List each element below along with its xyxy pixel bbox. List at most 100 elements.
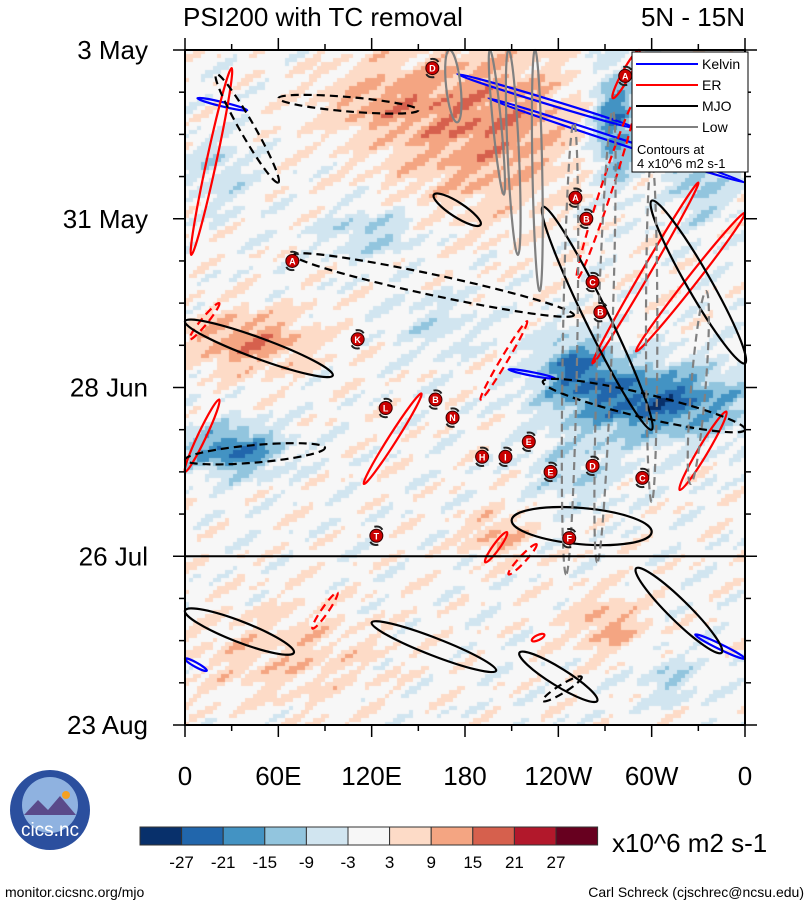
- mjo-contour: [518, 650, 599, 704]
- tc-marker: A: [285, 250, 300, 272]
- mjo-contour: [541, 675, 583, 703]
- mjo-contour: [277, 93, 420, 115]
- tc-marker: E: [521, 431, 536, 452]
- mjo-contour: [432, 192, 482, 228]
- colorbar-label: 21: [505, 853, 524, 872]
- cyclone-icon: [428, 389, 443, 410]
- cyclone-icon: [285, 250, 300, 272]
- tc-label: D: [589, 461, 596, 471]
- er-contour: [483, 530, 509, 564]
- tc-marker: D: [425, 57, 440, 79]
- tc-marker: B: [579, 208, 594, 229]
- cyclone-icon: [445, 407, 460, 428]
- colorbar-swatch: [513, 826, 557, 846]
- colorbar-swatch: [430, 826, 474, 846]
- cyclone-icon-center: [425, 61, 440, 76]
- logo-sun: [62, 791, 70, 799]
- tc-marker: H: [475, 446, 490, 467]
- colorbar: -27 -21 -15 -9 -3 3 9 15 21 27: [139, 826, 599, 872]
- er-contour: [189, 66, 234, 257]
- cyclone-icon-center: [579, 211, 594, 226]
- cyclone-icon-center: [285, 253, 300, 268]
- colorbar-swatch: [222, 826, 266, 846]
- mjo-contour: [292, 252, 576, 318]
- tc-marker: L: [378, 397, 393, 419]
- cyclone-icon: [369, 525, 384, 546]
- y-axis: 3 May 31 May 28 Jun 26 Jul 23 Aug: [63, 35, 757, 740]
- colorbar-swatch: [139, 826, 183, 846]
- cyclone-icon: [425, 57, 440, 79]
- chart-subtitle: 5N - 15N: [641, 2, 745, 32]
- colorbar-label: 9: [426, 853, 435, 872]
- legend-note-1: Contours at: [637, 142, 705, 157]
- colorbar-swatch: [555, 826, 599, 846]
- er-contour: [188, 301, 221, 341]
- tc-label: K: [354, 335, 361, 345]
- cyclone-icon: [579, 208, 594, 229]
- tc-label: B: [432, 395, 439, 405]
- cyclone-icon: [498, 446, 513, 467]
- y-tick-label: 3 May: [77, 35, 148, 65]
- low-contour: [593, 109, 617, 564]
- tc-label: F: [566, 534, 572, 544]
- mjo-contour: [370, 620, 498, 674]
- tc-marker: I: [498, 446, 513, 467]
- tc-label: A: [572, 193, 579, 203]
- kelvin-contour: [507, 367, 557, 380]
- y-tick-label: 23 Aug: [67, 710, 148, 740]
- mjo-contour: [214, 72, 281, 184]
- colorbar-label: 27: [547, 853, 566, 872]
- kelvin-contour: [694, 633, 747, 661]
- colorbar-label: 3: [385, 853, 394, 872]
- legend-label: MJO: [702, 98, 732, 114]
- cyclone-icon: [585, 271, 600, 293]
- colorbar-swatch: [264, 826, 307, 846]
- x-tick-label: 120W: [524, 761, 592, 791]
- cics-logo: cics.nc: [10, 770, 90, 850]
- x-axis: 0 60E 120E 180 120W 60W 0: [178, 38, 752, 791]
- cyclone-icon-center: [445, 410, 460, 425]
- tc-label: N: [449, 413, 456, 423]
- cyclone-icon-center: [585, 275, 600, 290]
- contour-layer: [183, 48, 748, 704]
- legend-label: Kelvin: [702, 56, 740, 72]
- colorbar-swatch: [347, 826, 391, 846]
- cyclone-icon: [562, 527, 577, 549]
- logo-mountains: [24, 796, 76, 815]
- cyclone-icon: [378, 397, 393, 419]
- cyclone-icon: [635, 467, 650, 489]
- tc-label: T: [374, 531, 380, 541]
- er-contour: [183, 398, 221, 474]
- cyclone-icon-center: [521, 434, 536, 449]
- cyclone-icon: [521, 431, 536, 452]
- colorbar-label: -21: [211, 853, 236, 872]
- er-contour: [507, 542, 538, 576]
- cyclone-icon: [593, 301, 608, 323]
- kelvin-contour: [183, 657, 208, 673]
- cyclone-icon-center: [475, 449, 490, 464]
- low-contour: [530, 48, 544, 293]
- low-contour: [444, 48, 463, 124]
- er-contour: [362, 392, 423, 486]
- tc-marker: N: [445, 407, 460, 428]
- mjo-contour: [649, 199, 748, 365]
- tc-label: E: [526, 437, 532, 447]
- y-tick-label: 31 May: [63, 204, 148, 234]
- cyclone-icon: [585, 455, 600, 477]
- low-contour: [560, 121, 580, 576]
- colorbar-swatch: [305, 826, 349, 846]
- x-tick-label: 0: [738, 761, 752, 791]
- tc-label: H: [479, 452, 486, 462]
- tc-label: E: [548, 467, 554, 477]
- cyclone-icon: [543, 461, 558, 483]
- tc-marker: D: [585, 455, 600, 477]
- footer-url[interactable]: monitor.cicsnc.org/mjo: [5, 884, 144, 900]
- tc-marker: T: [369, 525, 384, 546]
- legend-label: ER: [702, 77, 721, 93]
- kelvin-contour: [456, 72, 638, 130]
- er-contour: [634, 211, 747, 353]
- x-tick-label: 120E: [341, 761, 402, 791]
- x-tick-label: 0: [178, 761, 192, 791]
- y-tick-label: 26 Jul: [79, 541, 148, 571]
- colorbar-swatch: [389, 826, 432, 846]
